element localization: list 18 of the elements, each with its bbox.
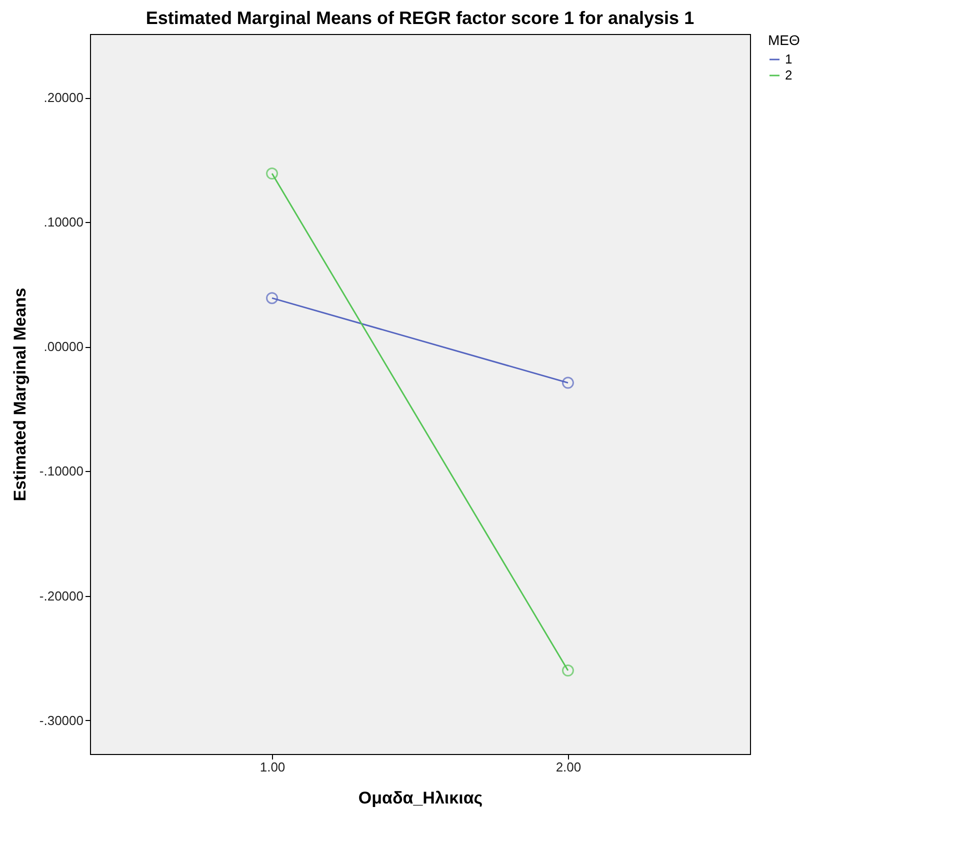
y-tick-label: -.10000	[39, 464, 84, 479]
legend-label: 2	[785, 68, 792, 82]
y-tick-label: .10000	[44, 214, 84, 230]
x-tick-label: 2.00	[556, 760, 582, 774]
x-tick-label: 1.00	[260, 760, 286, 774]
legend-title: ΜΕΘ	[768, 32, 800, 48]
y-tick-label: -.20000	[39, 588, 84, 604]
y-tick-label: .20000	[44, 90, 84, 106]
y-tick-label: .00000	[44, 339, 84, 354]
point	[562, 376, 574, 389]
y-tick-label: -.30000	[39, 712, 84, 728]
point	[562, 664, 574, 677]
chart-title: Estimated Marginal Means of REGR factor score 1 for analysis 1	[146, 8, 694, 28]
x-axis-title: Ομαδα_Ηλικιας	[358, 788, 483, 808]
point	[266, 292, 278, 304]
legend-label: 1	[785, 52, 792, 66]
point	[266, 168, 278, 180]
y-axis-title: Estimated Marginal Means	[10, 288, 30, 502]
